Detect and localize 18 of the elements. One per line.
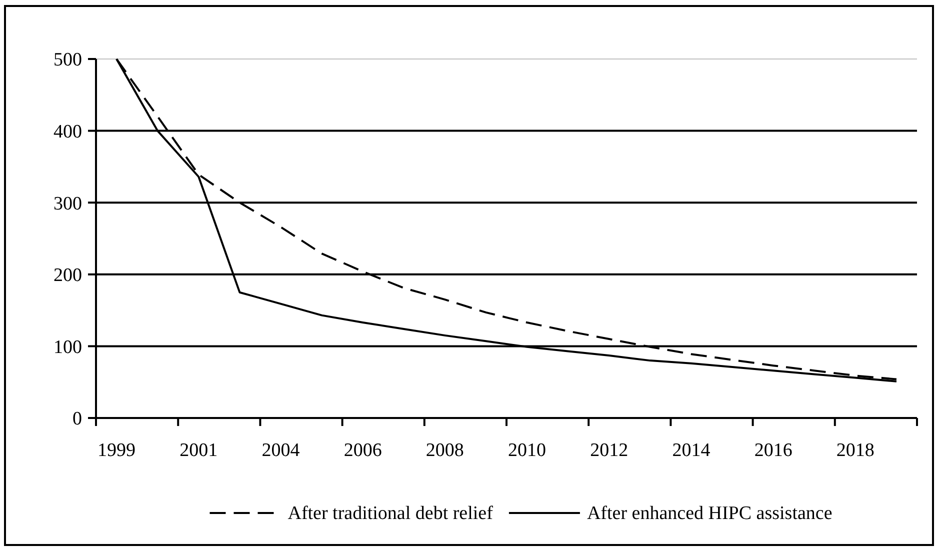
x-tick-label: 2010 xyxy=(508,440,546,461)
legend-label: After traditional debt relief xyxy=(288,503,494,524)
legend-label: After enhanced HIPC assistance xyxy=(586,503,832,524)
y-tick-label: 100 xyxy=(54,336,82,358)
x-tick-label: 2012 xyxy=(590,440,628,461)
x-tick-label: 2014 xyxy=(672,440,711,461)
y-tick-label: 300 xyxy=(54,193,82,214)
y-tick-label: 200 xyxy=(54,265,82,286)
x-tick-label: 2001 xyxy=(180,440,218,461)
y-tick-label: 400 xyxy=(54,121,82,142)
x-tick-label: 2018 xyxy=(836,440,874,461)
y-tick-label: 0 xyxy=(72,408,82,430)
x-tick-label: 1999 xyxy=(98,440,136,461)
x-tick-label: 2016 xyxy=(754,440,792,461)
y-tick-label: 500 xyxy=(54,50,82,71)
x-tick-label: 2006 xyxy=(344,440,382,461)
x-tick-label: 2008 xyxy=(426,440,464,461)
x-tick-label: 2004 xyxy=(262,440,300,461)
